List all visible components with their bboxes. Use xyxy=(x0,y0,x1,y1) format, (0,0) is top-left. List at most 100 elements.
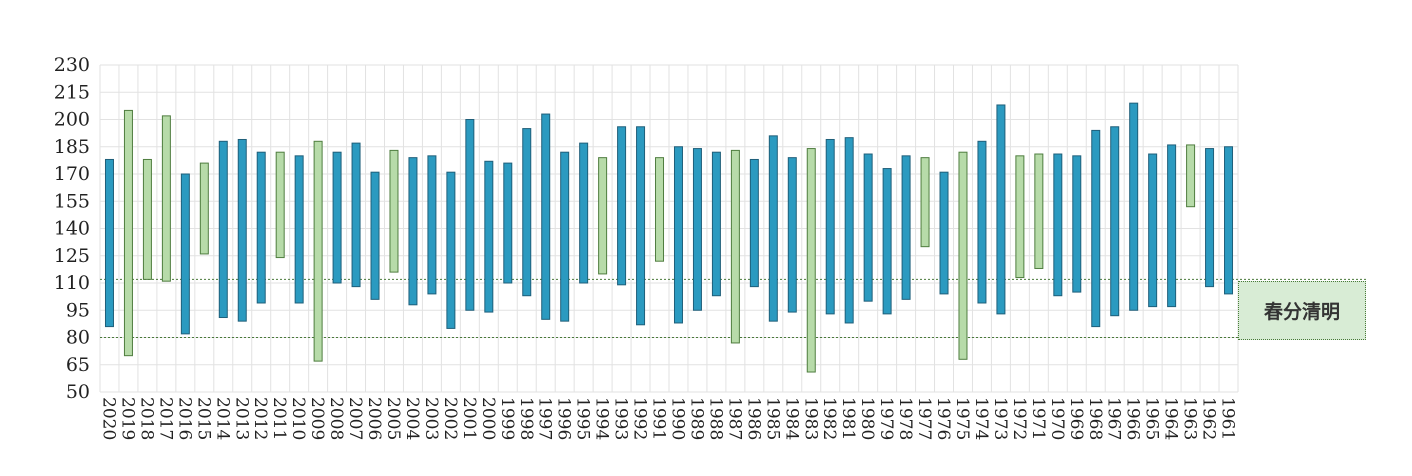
bar-1973 xyxy=(996,104,1006,315)
x-tick-label: 1975 xyxy=(952,397,972,440)
bar-1966 xyxy=(1129,102,1139,311)
x-tick-label: 2005 xyxy=(383,397,403,440)
y-tick-label: 50 xyxy=(66,381,90,403)
bar-1988 xyxy=(711,151,721,297)
x-tick-label: 1978 xyxy=(895,397,915,440)
x-tick-label: 1976 xyxy=(933,397,953,440)
bar-1996 xyxy=(560,151,570,322)
bar-1984 xyxy=(787,157,797,313)
bar-1982 xyxy=(825,138,835,315)
y-tick-label: 95 xyxy=(66,299,90,321)
x-tick-label: 1991 xyxy=(649,397,669,440)
x-tick-label: 1984 xyxy=(781,397,801,440)
x-tick-label: 2020 xyxy=(98,397,118,440)
bar-2008 xyxy=(332,151,342,284)
x-tick-label: 1987 xyxy=(724,397,744,440)
bar-1970 xyxy=(1053,153,1063,297)
y-tick-label: 200 xyxy=(54,109,90,131)
x-tick-label: 1962 xyxy=(1199,397,1219,440)
bar-1978 xyxy=(901,155,911,300)
x-tick-label: 2014 xyxy=(212,397,232,440)
y-tick-label: 80 xyxy=(66,327,90,349)
bar-1961 xyxy=(1224,146,1234,295)
x-tick-label: 1990 xyxy=(667,397,687,440)
bar-2020 xyxy=(104,158,114,328)
x-tick-label: 1993 xyxy=(611,397,631,440)
x-tick-label: 1966 xyxy=(1123,397,1143,440)
y-tick-label: 170 xyxy=(54,163,90,185)
bar-1993 xyxy=(617,126,627,286)
bar-1962 xyxy=(1205,148,1215,288)
x-tick-label: 1992 xyxy=(630,397,650,440)
x-tick-label: 1963 xyxy=(1180,397,1200,440)
x-tick-label: 1968 xyxy=(1085,397,1105,440)
x-tick-label: 1985 xyxy=(762,397,782,440)
x-tick-label: 2008 xyxy=(326,397,346,440)
y-tick-label: 110 xyxy=(54,272,90,294)
bar-1964 xyxy=(1167,144,1177,308)
bar-1967 xyxy=(1110,126,1120,317)
band-label: 春分清明 xyxy=(1238,281,1366,340)
bar-1971 xyxy=(1034,153,1044,269)
x-tick-label: 1996 xyxy=(554,397,574,440)
x-tick-label: 2015 xyxy=(193,397,213,440)
bars xyxy=(104,102,1234,373)
bar-2000 xyxy=(484,160,494,313)
bar-1990 xyxy=(673,146,683,324)
bar-1972 xyxy=(1015,155,1025,279)
bar-1965 xyxy=(1148,153,1158,308)
bar-1986 xyxy=(749,158,759,288)
bar-1974 xyxy=(977,140,987,304)
x-tick-label: 2013 xyxy=(231,397,251,440)
bar-2016 xyxy=(180,173,190,335)
x-tick-label: 1967 xyxy=(1104,397,1124,440)
bar-1983 xyxy=(806,148,816,373)
x-tick-label: 1970 xyxy=(1047,397,1067,440)
bar-1975 xyxy=(958,151,968,360)
x-axis-ticks: 2020201920182017201620152014201320122011… xyxy=(98,397,1237,440)
y-tick-label: 125 xyxy=(54,245,90,267)
x-tick-label: 1972 xyxy=(1009,397,1029,440)
x-tick-label: 1964 xyxy=(1161,397,1181,440)
x-tick-label: 2002 xyxy=(440,397,460,440)
x-tick-label: 1989 xyxy=(686,397,706,440)
bar-1969 xyxy=(1072,155,1082,293)
bar-1979 xyxy=(882,168,892,315)
bar-2014 xyxy=(218,140,228,319)
x-tick-label: 1982 xyxy=(819,397,839,440)
grid xyxy=(99,64,1239,393)
bar-1992 xyxy=(636,126,646,326)
x-tick-label: 2018 xyxy=(136,397,156,440)
bar-1980 xyxy=(863,153,873,302)
bar-1963 xyxy=(1186,144,1196,208)
x-tick-label: 1983 xyxy=(800,397,820,440)
bar-1994 xyxy=(598,157,608,275)
x-tick-label: 2012 xyxy=(250,397,270,440)
bar-2006 xyxy=(370,171,380,300)
x-tick-label: 1986 xyxy=(743,397,763,440)
x-tick-label: 2011 xyxy=(269,397,289,440)
x-tick-label: 1988 xyxy=(705,397,725,440)
x-tick-label: 1977 xyxy=(914,397,934,440)
x-tick-label: 2006 xyxy=(364,397,384,440)
y-tick-label: 155 xyxy=(54,190,90,212)
bar-1995 xyxy=(579,142,589,284)
x-tick-label: 1979 xyxy=(876,397,896,440)
bar-1977 xyxy=(920,157,930,248)
x-tick-label: 1973 xyxy=(990,397,1010,440)
bar-1987 xyxy=(730,149,740,344)
bar-2017 xyxy=(161,115,171,282)
bar-2012 xyxy=(256,151,266,304)
x-tick-label: 1994 xyxy=(592,397,612,440)
bar-2002 xyxy=(446,171,456,329)
bar-1981 xyxy=(844,137,854,324)
y-tick-label: 140 xyxy=(54,218,90,240)
x-tick-label: 2010 xyxy=(288,397,308,440)
x-tick-label: 1969 xyxy=(1066,397,1086,440)
x-tick-label: 1995 xyxy=(573,397,593,440)
x-tick-label: 1997 xyxy=(535,397,555,440)
x-tick-label: 1961 xyxy=(1218,397,1238,440)
x-tick-label: 2016 xyxy=(174,397,194,440)
y-axis-ticks: 50 65 80 95 110 125 140 155 170 185 200 215 230 xyxy=(54,54,90,403)
bar-2001 xyxy=(465,119,475,311)
